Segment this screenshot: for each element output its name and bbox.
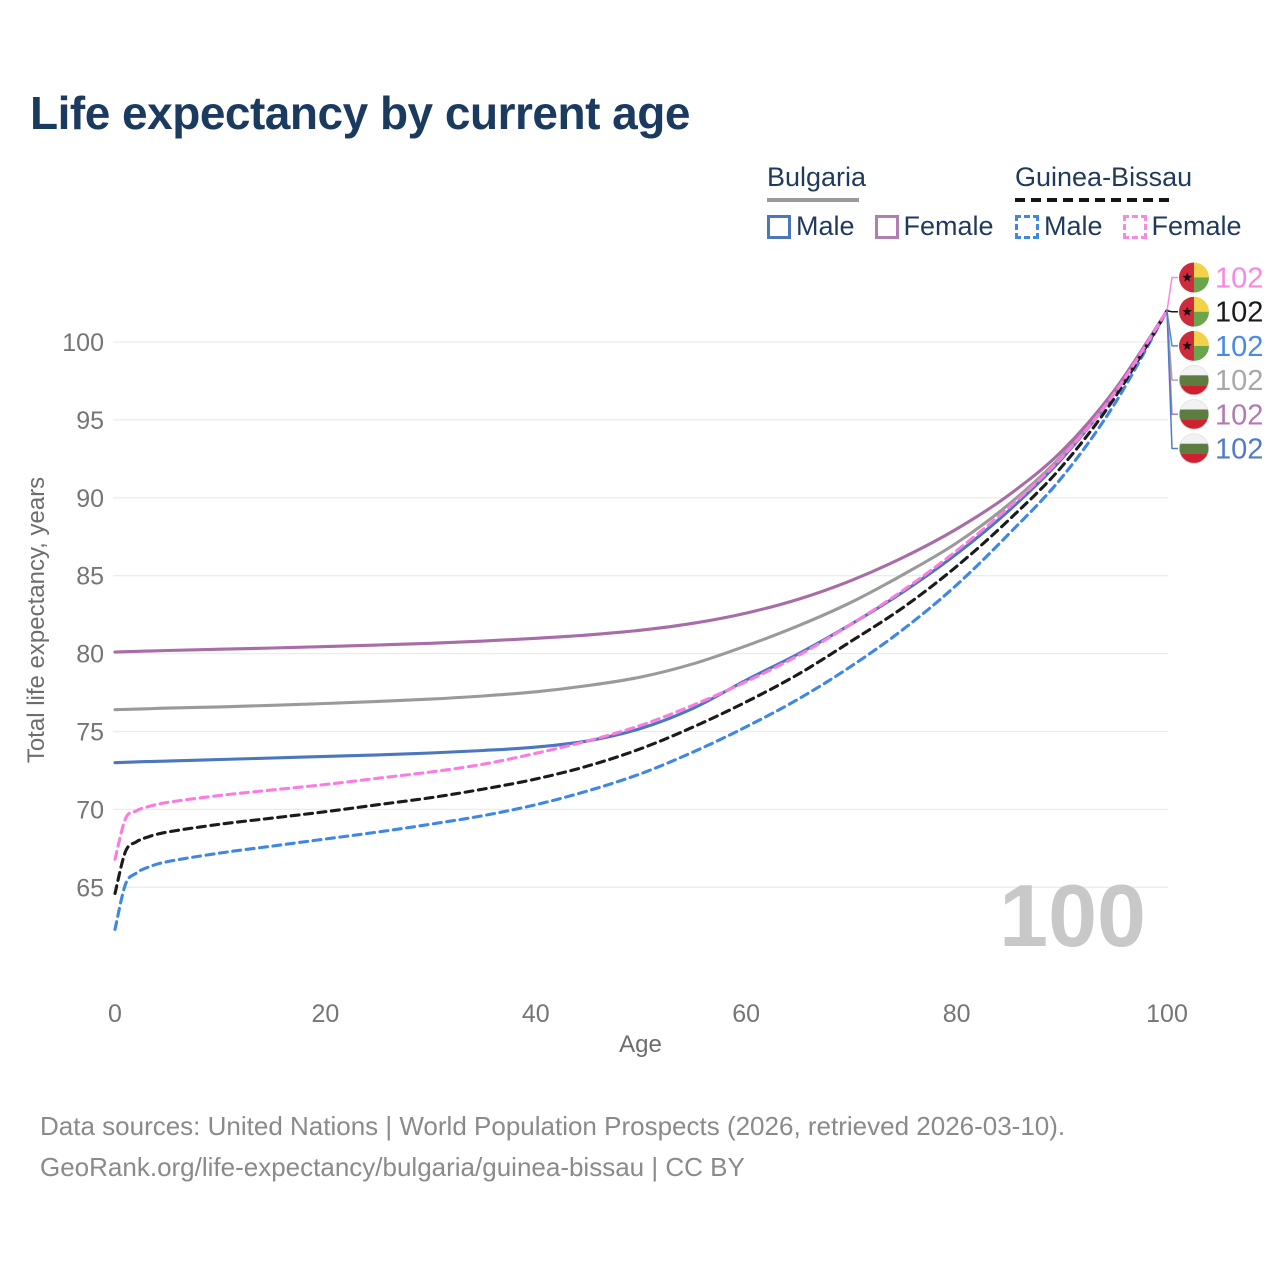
- y-tick-75: 75: [76, 719, 104, 747]
- legend-group-guinea-bissau: Guinea-Bissau Male Female: [1015, 162, 1242, 242]
- end-label-bulgaria-all: 102: [1215, 365, 1263, 397]
- page-title: Life expectancy by current age: [30, 87, 690, 139]
- line-guinea-bissau-female[interactable]: [113, 309, 1169, 861]
- x-tick-0: 0: [108, 1000, 122, 1028]
- end-label-bulgaria-female: 102: [1215, 399, 1263, 431]
- y-tick-85: 85: [76, 563, 104, 591]
- x-tick-40: 40: [522, 1000, 550, 1028]
- y-tick-90: 90: [76, 485, 104, 513]
- y-tick-95: 95: [76, 407, 104, 435]
- series-lines: [113, 309, 1169, 931]
- legend-label-guinea-bissau-female: Female: [1151, 211, 1242, 241]
- x-axis-ticks: 0 20 40 60 80 100: [108, 1000, 1188, 1028]
- end-connector-guinea-bissau-all: [1166, 310, 1178, 313]
- end-label-guinea-bissau-female: 102: [1215, 263, 1263, 295]
- legend-swatch-guinea-bissau-female: [1122, 214, 1147, 239]
- x-tick-60: 60: [732, 1000, 760, 1028]
- legend-label-bulgaria-male: Male: [796, 211, 855, 241]
- guinea-bissau-flag-icon: [1179, 263, 1209, 293]
- line-bulgaria-female[interactable]: [113, 309, 1169, 654]
- legend-item-bulgaria-female[interactable]: Female: [874, 211, 994, 242]
- legend-item-bulgaria-male[interactable]: Male: [767, 211, 855, 242]
- bulgaria-flag-icon: [1179, 365, 1209, 395]
- bulgaria-flag-icon: [1179, 434, 1209, 464]
- legend-underline-guinea-bissau: [1015, 198, 1173, 202]
- legend-underline-bulgaria: [767, 198, 859, 202]
- gridlines: [113, 341, 1168, 888]
- y-tick-65: 65: [76, 874, 104, 902]
- end-label-guinea-bissau-male: 102: [1215, 331, 1263, 363]
- end-label-guinea-bissau-all: 102: [1215, 297, 1263, 329]
- end-connector-guinea-bissau-male: [1166, 310, 1178, 347]
- line-bulgaria-all[interactable]: [113, 309, 1169, 712]
- legend-label-bulgaria-female: Female: [903, 211, 994, 241]
- footer: Data sources: United Nations | World Pop…: [40, 1106, 1065, 1188]
- legend-item-guinea-bissau-male[interactable]: Male: [1015, 211, 1103, 242]
- guinea-bissau-flag-icon: [1179, 331, 1209, 361]
- end-label-bulgaria-male: 102: [1215, 434, 1263, 466]
- x-tick-80: 80: [943, 1000, 971, 1028]
- legend-swatch-guinea-bissau-male: [1015, 214, 1039, 239]
- y-tick-100: 100: [62, 329, 104, 357]
- age-watermark: 100: [999, 866, 1146, 965]
- y-axis-title: Total life expectancy, years: [23, 477, 50, 763]
- x-tick-20: 20: [311, 1000, 339, 1028]
- end-connector-guinea-bissau-female: [1166, 276, 1178, 311]
- y-tick-80: 80: [76, 641, 104, 669]
- y-axis-ticks: 65 70 75 80 85 90 95 100: [62, 329, 104, 902]
- legend-swatch-bulgaria-female: [874, 214, 899, 239]
- line-guinea-bissau-male[interactable]: [113, 309, 1169, 931]
- line-bulgaria-male[interactable]: [113, 309, 1169, 765]
- bulgaria-flag-icon: [1179, 399, 1209, 429]
- footer-sources: Data sources: United Nations | World Pop…: [40, 1111, 1066, 1141]
- y-tick-70: 70: [76, 796, 104, 824]
- guinea-bissau-flag-icon: [1179, 297, 1209, 327]
- line-guinea-bissau-all[interactable]: [113, 309, 1169, 896]
- legend-country-guinea-bissau[interactable]: Guinea-Bissau: [1015, 162, 1193, 192]
- legend-group-bulgaria: Bulgaria Male Female: [767, 162, 994, 242]
- legend-country-bulgaria[interactable]: Bulgaria: [767, 162, 867, 192]
- footer-url: GeoRank.org/life-expectancy/bulgaria/gui…: [40, 1152, 745, 1182]
- x-axis-title: Age: [619, 1031, 662, 1058]
- end-connector-bulgaria-male: [1166, 310, 1178, 450]
- legend-swatch-bulgaria-male: [767, 214, 791, 239]
- x-tick-100: 100: [1146, 1000, 1188, 1028]
- legend-label-guinea-bissau-male: Male: [1044, 211, 1103, 241]
- legend-item-guinea-bissau-female[interactable]: Female: [1122, 211, 1242, 242]
